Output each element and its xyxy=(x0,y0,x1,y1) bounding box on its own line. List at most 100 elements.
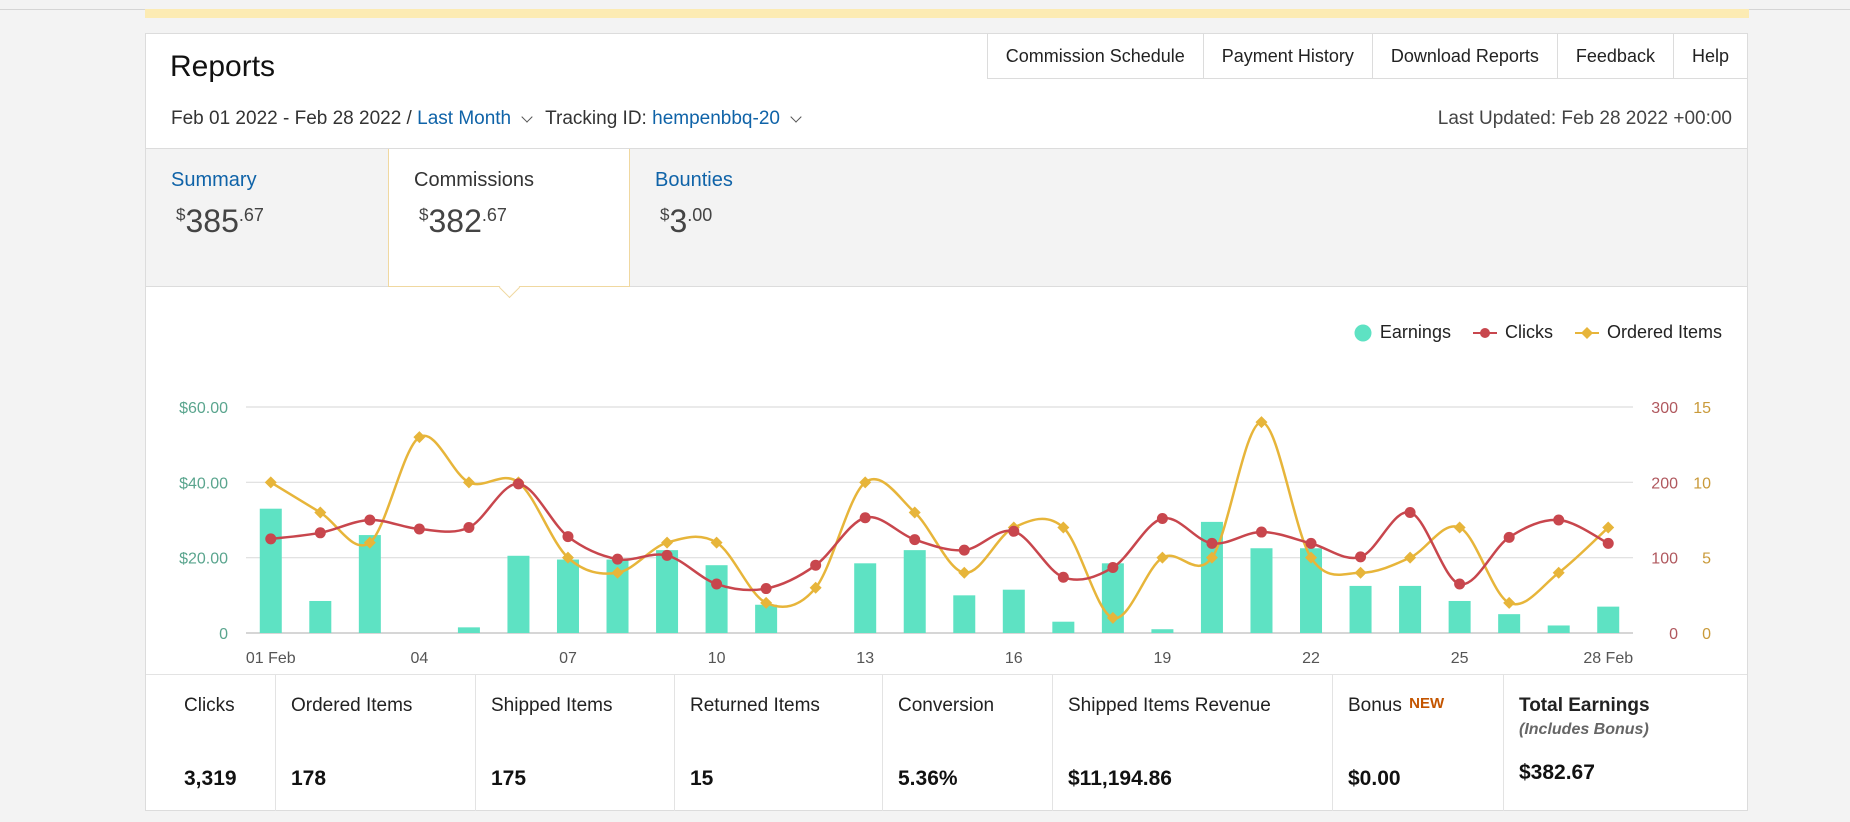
stats-row: Clicks 3,319 Ordered Items 178 Shipped I… xyxy=(146,674,1747,811)
x-tick-label: 07 xyxy=(559,650,577,667)
bar-earnings xyxy=(556,559,579,633)
tab-amount: $382.67 xyxy=(419,203,507,239)
x-tick-label: 25 xyxy=(1451,650,1469,667)
point-ordered-items xyxy=(314,506,327,519)
feedback-link[interactable]: Feedback xyxy=(1558,34,1674,78)
payment-history-link[interactable]: Payment History xyxy=(1204,34,1373,78)
bar-earnings xyxy=(1300,548,1323,633)
tracking-id-dropdown[interactable]: hempenbbq-20 xyxy=(652,108,780,129)
point-clicks xyxy=(1503,531,1515,543)
tab-label: Summary xyxy=(171,169,257,191)
last-updated: Last Updated: Feb 28 2022 +00:00 xyxy=(1437,108,1732,129)
point-clicks xyxy=(1008,525,1020,537)
point-ordered-items xyxy=(1453,521,1466,534)
tab-bounties[interactable]: Bounties $3.00 xyxy=(630,149,872,286)
date-preset-dropdown[interactable]: Last Month xyxy=(417,108,512,129)
earnings-chart: $60.00 300 15$40.00 200 10$20.00 100 50 0 001 Fe… xyxy=(179,400,1711,667)
point-clicks xyxy=(661,549,673,561)
point-clicks xyxy=(909,534,921,546)
point-clicks xyxy=(1305,537,1317,549)
bar-earnings xyxy=(457,627,480,633)
point-ordered-items xyxy=(413,431,426,444)
point-ordered-items xyxy=(908,506,921,519)
point-clicks xyxy=(1255,526,1267,538)
bar-earnings xyxy=(705,565,728,633)
legend-clicks[interactable]: Clicks xyxy=(1472,322,1553,343)
bar-earnings xyxy=(854,563,877,633)
download-reports-link[interactable]: Download Reports xyxy=(1373,34,1558,78)
stat-returned-items: Returned Items 15 xyxy=(675,675,883,811)
point-ordered-items xyxy=(661,536,674,549)
circle-marker-icon xyxy=(1354,324,1372,341)
bar-earnings xyxy=(1498,614,1521,633)
commission-schedule-link[interactable]: Commission Schedule xyxy=(988,34,1204,78)
point-ordered-items xyxy=(859,476,872,489)
bar-earnings xyxy=(1547,625,1570,633)
point-ordered-items xyxy=(1503,596,1516,609)
chevron-down-icon[interactable] xyxy=(521,111,533,123)
bar-earnings xyxy=(953,595,976,633)
point-ordered-items xyxy=(1106,611,1119,624)
point-ordered-items xyxy=(363,536,376,549)
help-link[interactable]: Help xyxy=(1691,46,1729,66)
y-tick-label-items: 0 xyxy=(1702,626,1711,643)
tracking-label: Tracking ID: xyxy=(545,108,647,129)
point-clicks xyxy=(265,533,277,545)
point-clicks xyxy=(958,544,970,556)
point-clicks xyxy=(1404,506,1416,518)
y-tick-label-left: $60.00 xyxy=(179,400,228,417)
point-ordered-items xyxy=(1354,566,1367,579)
stat-value: $382.67 xyxy=(1519,761,1595,784)
x-tick-label: 16 xyxy=(1005,650,1023,667)
dot-line-marker-icon xyxy=(1472,327,1497,338)
y-tick-label-items: 10 xyxy=(1693,475,1711,492)
page-title: Reports xyxy=(170,50,276,83)
bar-earnings xyxy=(1151,629,1174,633)
point-clicks xyxy=(562,531,574,543)
bar-earnings xyxy=(1448,600,1471,633)
y-tick-label-left: 0 xyxy=(219,626,228,643)
point-ordered-items xyxy=(1602,521,1615,534)
stat-label: Bonus NEW xyxy=(1348,695,1445,716)
point-clicks xyxy=(1206,537,1218,549)
legend-ordered-items[interactable]: Ordered Items xyxy=(1574,322,1722,343)
point-ordered-items xyxy=(611,566,624,579)
stat-label: Conversion xyxy=(898,695,995,716)
report-tabs: Summary $385.67 Commissions $382.67 Boun… xyxy=(146,148,1747,287)
point-ordered-items xyxy=(264,476,277,489)
stat-shipped-revenue: Shipped Items Revenue $11,194.86 xyxy=(1053,675,1333,811)
bar-earnings xyxy=(606,559,629,633)
point-clicks xyxy=(314,527,326,539)
point-ordered-items xyxy=(958,566,971,579)
chart-legend: Earnings Clicks Ordered Items xyxy=(1354,322,1722,343)
point-clicks xyxy=(1553,514,1565,526)
point-ordered-items xyxy=(1305,551,1318,564)
x-tick-label: 28 Feb xyxy=(1583,650,1633,667)
stat-label: Ordered Items xyxy=(291,695,413,716)
point-clicks xyxy=(612,553,624,565)
stat-value: 15 xyxy=(690,767,714,790)
bar-earnings xyxy=(1597,606,1620,633)
y-tick-label-items: 5 xyxy=(1702,551,1711,568)
stat-label: Shipped Items xyxy=(491,695,613,716)
x-tick-label: 19 xyxy=(1154,650,1172,667)
top-links: Commission Schedule Payment History Down… xyxy=(986,34,1747,79)
bar-earnings xyxy=(1052,621,1075,633)
stat-conversion: Conversion 5.36% xyxy=(883,675,1053,811)
point-clicks xyxy=(1454,578,1466,590)
point-ordered-items xyxy=(1057,521,1070,534)
x-tick-label: 10 xyxy=(708,650,726,667)
stat-value: 178 xyxy=(291,767,327,790)
bar-earnings xyxy=(656,550,679,633)
line-ordered-items xyxy=(270,420,1610,620)
tab-summary[interactable]: Summary $385.67 xyxy=(146,149,388,286)
stat-value: 3,319 xyxy=(184,767,237,790)
chevron-down-icon[interactable] xyxy=(790,111,802,123)
y-tick-label-clicks: 100 xyxy=(1651,551,1678,568)
tab-commissions[interactable]: Commissions $382.67 xyxy=(388,149,630,287)
tab-amount: $3.00 xyxy=(660,203,713,239)
stat-label: Shipped Items Revenue xyxy=(1068,695,1271,716)
filter-row: Feb 01 2022 - Feb 28 2022 / Last Month T… xyxy=(171,108,814,130)
bar-earnings xyxy=(309,600,332,633)
legend-earnings[interactable]: Earnings xyxy=(1354,322,1451,343)
